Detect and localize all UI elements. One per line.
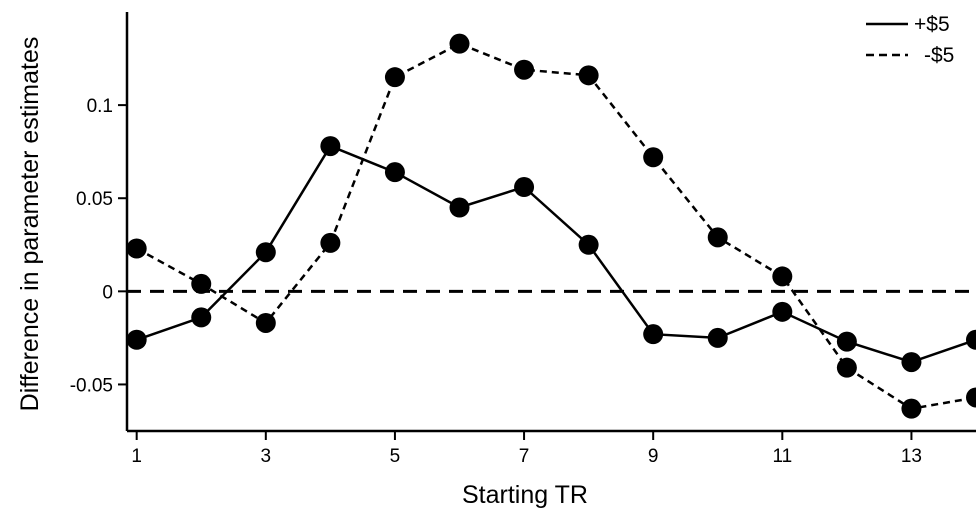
data-point: [449, 33, 470, 54]
x-tick-label: 5: [390, 446, 401, 467]
data-point: [449, 197, 470, 218]
data-point: [901, 352, 922, 373]
data-point: [384, 67, 405, 88]
y-tick-label: 0.05: [76, 189, 113, 210]
data-point: [836, 331, 857, 352]
data-point: [191, 273, 212, 294]
legend: +$5 -$5: [866, 13, 954, 67]
y-tick-label: -0.05: [70, 375, 113, 396]
x-tick-label: 11: [772, 446, 792, 467]
legend-label-minus5: -$5: [924, 44, 954, 67]
data-point: [707, 227, 728, 248]
data-point: [384, 162, 405, 183]
x-ticks: 1 3 5 7 9 11 13: [131, 431, 922, 467]
x-axis-title: Starting TR: [462, 481, 588, 509]
data-point: [643, 324, 664, 345]
series-line: [136, 42, 976, 411]
series-plus5: [126, 136, 976, 373]
data-point: [836, 357, 857, 378]
y-ticks: -0.05 0 0.05 0.1: [70, 96, 127, 396]
y-tick-label: 0: [102, 282, 113, 303]
data-point: [901, 398, 922, 419]
y-tick-label: 0.1: [87, 96, 113, 117]
data-point: [966, 329, 976, 350]
data-point: [191, 307, 212, 328]
x-tick-label: 7: [519, 446, 530, 467]
data-point: [578, 65, 599, 86]
data-point: [578, 234, 599, 255]
x-tick-label: 13: [901, 446, 922, 467]
data-point: [255, 242, 276, 263]
data-point: [255, 312, 276, 333]
data-point: [514, 59, 535, 80]
legend-label-plus5: +$5: [914, 13, 950, 36]
series-layer: [126, 33, 976, 419]
y-axis-title: Difference in parameter estimates: [16, 37, 44, 412]
data-point: [320, 232, 341, 253]
data-point: [643, 147, 664, 168]
x-tick-label: 9: [648, 446, 659, 467]
data-point: [707, 327, 728, 348]
x-tick-label: 3: [261, 446, 272, 467]
series-line: [136, 144, 976, 364]
x-tick-label: 1: [131, 446, 142, 467]
data-point: [772, 301, 793, 322]
data-point: [966, 387, 976, 408]
data-point: [126, 238, 147, 259]
series-minus5: [126, 33, 976, 419]
data-point: [320, 136, 341, 157]
data-point: [126, 329, 147, 350]
data-point: [772, 266, 793, 287]
data-point: [514, 177, 535, 198]
